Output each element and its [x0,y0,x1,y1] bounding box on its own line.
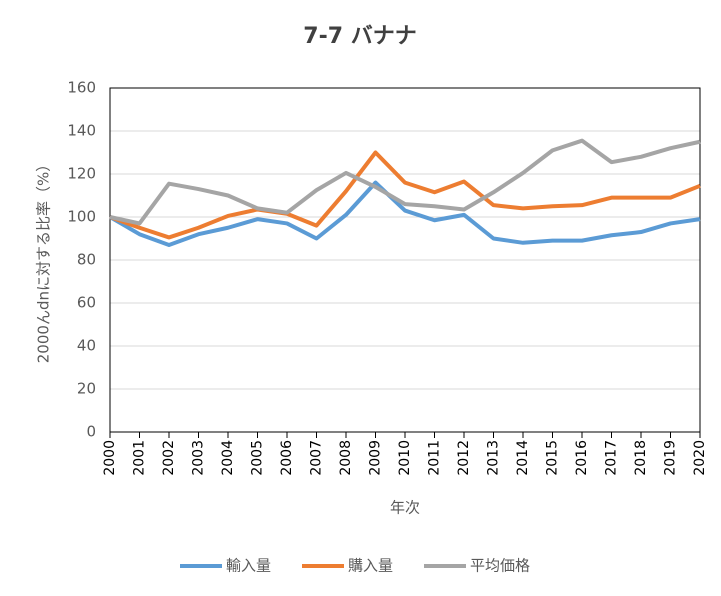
legend-label: 輸入量 [226,557,271,575]
x-tick-label: 2014 [515,440,531,476]
x-tick-label: 2008 [338,440,354,476]
y-tick-label: 40 [77,337,96,355]
y-tick-label: 20 [77,380,96,398]
x-tick-label: 2006 [279,440,295,476]
x-tick-label: 2017 [604,440,620,476]
x-tick-label: 2018 [633,440,649,476]
series-line [108,180,701,247]
legend-label: 購入量 [348,557,393,575]
chart-title: 7-7 バナナ [303,24,416,49]
y-tick-label: 140 [67,122,96,140]
x-tick-label: 2013 [486,440,502,476]
x-axis-label: 年次 [390,499,420,517]
y-tick-label: 80 [77,251,96,269]
x-tick-label: 2004 [220,440,236,476]
x-tick-label: 2010 [397,440,413,476]
x-tick-label: 2016 [574,440,590,476]
y-tick-label: 160 [67,79,96,97]
y-tick-label: 100 [67,208,96,226]
x-tick-label: 2000 [102,440,118,476]
x-tick-label: 2011 [427,440,443,476]
y-tick-label: 60 [77,294,96,312]
x-tick-label: 2012 [456,440,472,476]
x-tick-label: 2020 [692,440,708,476]
x-tick-label: 2009 [368,440,384,476]
series-line [109,150,701,240]
y-tick-label: 120 [67,165,96,183]
x-tick-label: 2001 [132,440,148,476]
x-tick-label: 2002 [161,440,177,476]
y-axis-label: 2000んdnに対する比率（%） [35,157,53,363]
y-tick-label: 0 [86,423,96,441]
series-line [109,138,701,226]
x-tick-label: 2003 [191,440,207,476]
x-tick-label: 2007 [309,440,325,476]
x-tick-label: 2019 [663,440,679,476]
x-tick-label: 2005 [250,440,266,476]
x-tick-label: 2015 [545,440,561,476]
legend-label: 平均価格 [470,557,530,575]
